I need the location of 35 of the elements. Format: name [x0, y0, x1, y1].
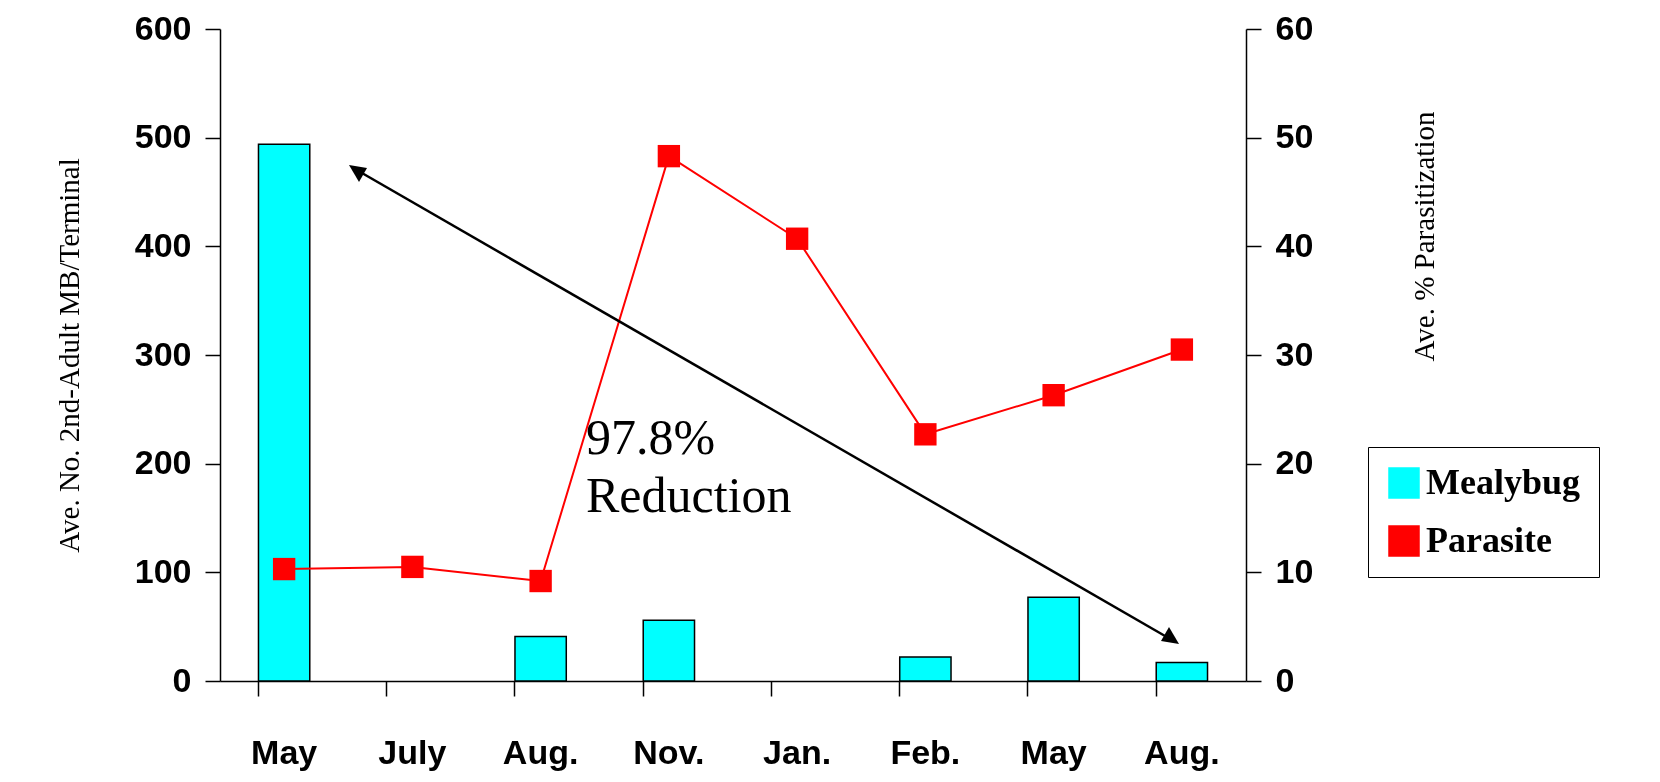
y-tick-label: 600 — [134, 8, 192, 47]
y2-tick-label: 40 — [1275, 225, 1314, 264]
x-tick-label: Nov. — [633, 732, 705, 771]
legend-label: Parasite — [1426, 520, 1552, 560]
point — [657, 144, 681, 168]
point — [1170, 338, 1194, 361]
y2-tick-label: 50 — [1275, 117, 1314, 156]
point — [529, 569, 552, 593]
y-axis-title: Ave. No. 2nd-Adult MB/Terminal — [52, 158, 85, 553]
x-tick-label: Aug. — [1144, 732, 1220, 771]
point — [272, 557, 296, 581]
y2-tick-label: 0 — [1275, 660, 1295, 699]
point — [401, 555, 424, 579]
legend-label: Mealybug — [1426, 462, 1581, 502]
x-tick-label: May — [1020, 732, 1087, 771]
y-tick-label: 0 — [172, 660, 192, 699]
point — [914, 423, 937, 446]
y-tick-label: 400 — [134, 225, 192, 264]
y-tick-label: 100 — [134, 551, 192, 590]
y2-tick-label: 20 — [1275, 443, 1314, 482]
point — [1042, 384, 1065, 407]
annotation: 97.8% Reduction — [586, 409, 792, 523]
x-tick-label: Feb. — [890, 732, 961, 771]
x-tick-label: Aug. — [502, 732, 579, 771]
x-tick-label: May — [251, 732, 318, 771]
y-tick-label: 200 — [134, 443, 192, 482]
y2-tick-label: 60 — [1275, 8, 1314, 47]
y2-axis-title: Ave. % Parasitization — [1407, 111, 1440, 362]
y2-tick-label: 10 — [1275, 551, 1314, 590]
point — [785, 227, 809, 250]
y2-tick-label: 30 — [1275, 334, 1314, 373]
x-tick-label: Jan. — [763, 732, 832, 771]
y-tick-label: 300 — [134, 334, 192, 373]
x-tick-label: July — [378, 732, 447, 771]
y-tick-label: 500 — [134, 117, 192, 156]
